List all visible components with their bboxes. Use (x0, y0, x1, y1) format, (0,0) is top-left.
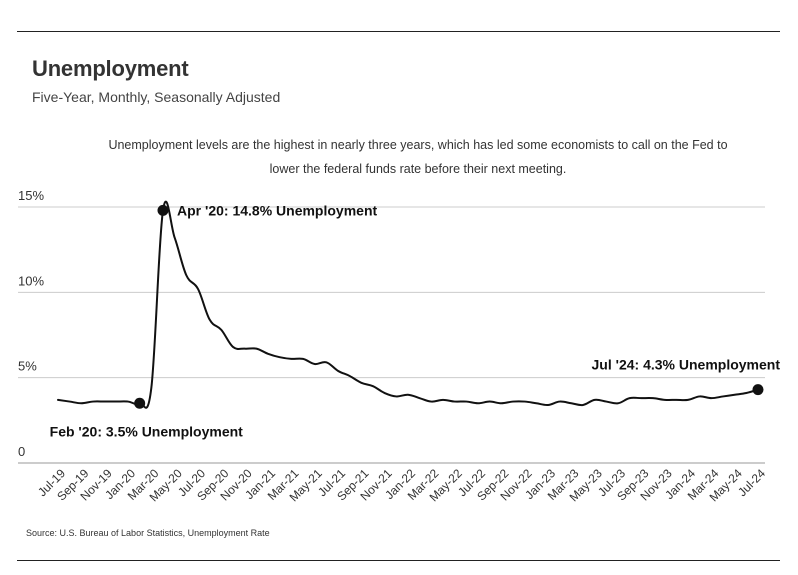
y-tick-label: 5% (18, 359, 37, 374)
y-tick-label: 0 (18, 444, 25, 459)
bottom-rule (17, 560, 780, 561)
source-note: Source: U.S. Bureau of Labor Statistics,… (26, 528, 270, 538)
series-line-unemployment (57, 200, 759, 409)
data-point-label: Feb '20: 3.5% Unemployment (50, 423, 243, 439)
data-point-marker (134, 397, 146, 409)
chart-annotation-text: Unemployment levels are the highest in n… (108, 138, 728, 176)
top-rule (17, 31, 780, 32)
data-point-label: Apr '20: 14.8% Unemployment (177, 202, 378, 218)
x-tick-label: Jul-24 (735, 466, 768, 499)
y-tick-label: 10% (18, 273, 44, 288)
data-point-marker (752, 384, 764, 396)
data-point-label: Jul '24: 4.3% Unemployment (592, 357, 781, 373)
chart-title: Unemployment (32, 56, 189, 81)
data-point-marker (157, 204, 169, 216)
chart-subtitle: Five-Year, Monthly, Seasonally Adjusted (32, 89, 281, 105)
y-tick-label: 15% (18, 188, 44, 203)
